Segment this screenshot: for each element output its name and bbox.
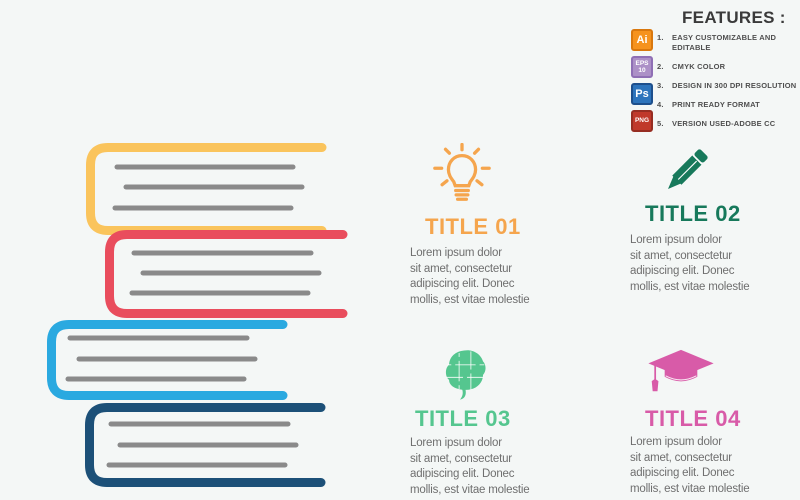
features-list: 1. EASY CUSTOMIZABLE AND EDITABLE 2. CMY… [657, 33, 800, 138]
eps-10-icon: EPS 10 [631, 56, 653, 78]
file-format-badges: Ai EPS 10 Ps PNG [631, 29, 653, 132]
feature-text: EASY CUSTOMIZABLE AND EDITABLE [672, 33, 777, 52]
section-title: TITLE 01 [425, 214, 521, 239]
section-title: TITLE 03 [415, 406, 511, 431]
feature-item: 3. DESIGN IN 300 DPI RESOLUTION [657, 81, 800, 91]
book-outline [86, 143, 327, 235]
section-body-text: Lorem ipsum dolor sit amet, consectetur … [410, 247, 530, 306]
section-body-text: Lorem ipsum dolor sit amet, consectetur … [630, 234, 750, 293]
book-text-lines [129, 250, 322, 296]
badge-text: 10 [638, 67, 646, 74]
badge-text: EPS [635, 60, 649, 67]
badge-text: Ps [635, 87, 649, 100]
book-outline [105, 230, 348, 318]
feature-number: 1. [657, 33, 664, 42]
png-icon: PNG [631, 110, 653, 132]
feature-text: PRINT READY FORMAT [672, 100, 760, 109]
feature-number: 5. [657, 119, 664, 128]
feature-item: 1. EASY CUSTOMIZABLE AND EDITABLE [657, 33, 800, 53]
feature-text: CMYK COLOR [672, 62, 726, 71]
book-text-lines [112, 164, 305, 211]
book-navy [85, 403, 326, 487]
feature-text: DESIGN IN 300 DPI RESOLUTION [672, 81, 797, 90]
section-title: TITLE 04 [645, 406, 741, 431]
lightbulb-icon [432, 142, 558, 212]
section-body-text: Lorem ipsum dolor sit amet, consectetur … [410, 437, 530, 496]
feature-text: VERSION USED-ADOBE CC [672, 119, 776, 128]
photoshop-icon: Ps [631, 83, 653, 105]
section-title-03: TITLE 03 Lorem ipsum dolor sit amet, con… [398, 346, 558, 498]
book-text-lines [65, 335, 258, 382]
adobe-illustrator-icon: Ai [631, 29, 653, 51]
pencil-icon [663, 143, 780, 198]
section-title: TITLE 02 [645, 201, 741, 226]
feature-number: 2. [657, 62, 664, 71]
feature-item: 4. PRINT READY FORMAT [657, 100, 800, 110]
feature-item: 2. CMYK COLOR [657, 62, 800, 72]
badge-text: Ai [636, 33, 648, 46]
book-yellow [86, 143, 327, 235]
section-title-02: TITLE 02 Lorem ipsum dolor sit amet, con… [620, 141, 780, 295]
book-text-lines [106, 421, 299, 468]
brain-icon [438, 348, 558, 405]
book-lightblue [47, 320, 288, 400]
section-title-04: TITLE 04 Lorem ipsum dolor sit amet, con… [620, 346, 780, 497]
book-outline [85, 403, 326, 487]
features-heading: FEATURES : [682, 8, 786, 27]
book-outline [47, 320, 288, 400]
feature-item: 5. VERSION USED-ADOBE CC [657, 119, 800, 129]
feature-number: 3. [657, 81, 664, 90]
badge-text: PNG [634, 116, 650, 124]
book-red [105, 230, 348, 318]
feature-number: 4. [657, 100, 664, 109]
section-body-text: Lorem ipsum dolor sit amet, consectetur … [630, 436, 750, 495]
section-title-01: TITLE 01 Lorem ipsum dolor sit amet, con… [398, 141, 558, 308]
graduation-cap-icon [645, 348, 780, 401]
